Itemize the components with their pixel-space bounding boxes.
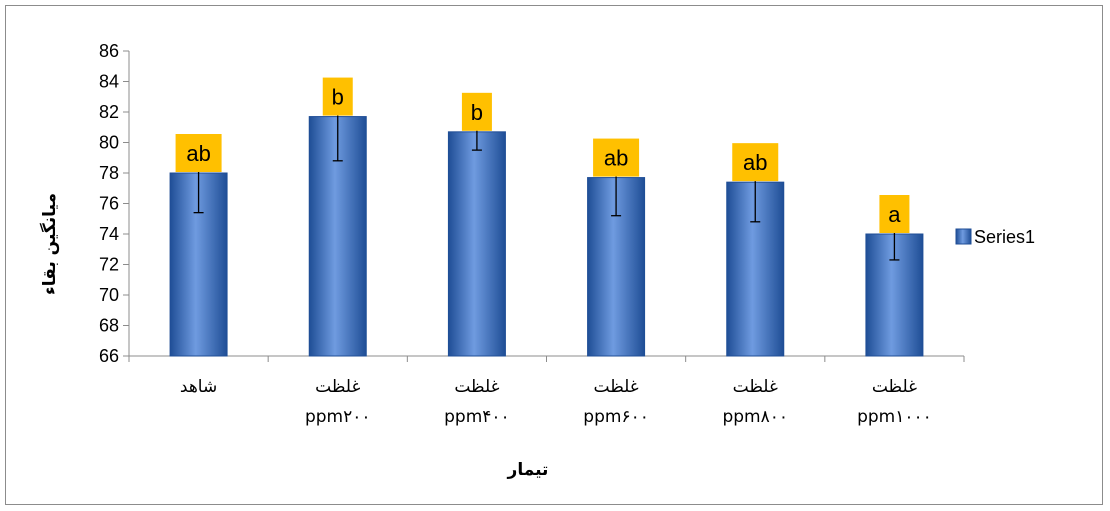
- y-tick-label: 66: [99, 346, 119, 366]
- x-tick-label: ppm۶۰۰: [583, 407, 649, 427]
- legend-swatch: [955, 228, 972, 245]
- significance-label-box: [593, 138, 640, 177]
- significance-label-box: [322, 77, 353, 116]
- x-tick-label: ppm۴۰۰: [444, 407, 510, 427]
- x-tick-label: غلظت: [315, 377, 360, 397]
- significance-label: ab: [604, 146, 628, 171]
- y-tick-label: 70: [99, 285, 119, 305]
- chart-frame: 66 68 70 72 74 76 78 80 82 84 86 ab شاهد b غلظت ppm۲۰۰ b…: [5, 5, 1103, 505]
- significance-label: b: [332, 85, 344, 110]
- x-axis-title: تیمار: [507, 460, 549, 480]
- y-tick-label: 76: [99, 194, 119, 214]
- y-axis-title: میانگین بقاء: [39, 193, 60, 295]
- y-tick-label: 84: [99, 72, 119, 92]
- x-tick-label: ppm۲۰۰: [305, 407, 371, 427]
- significance-label-box: [461, 92, 492, 131]
- x-tick-label: شاهد: [180, 377, 217, 397]
- y-tick-label: 78: [99, 163, 119, 183]
- y-tick-label: 80: [99, 133, 119, 153]
- bar: [447, 131, 506, 357]
- y-tick-label: 72: [99, 255, 119, 275]
- legend-label: Series1: [974, 227, 1035, 247]
- significance-label: a: [888, 202, 901, 227]
- y-tick-label: 82: [99, 102, 119, 122]
- x-tick-label: غلظت: [454, 377, 499, 397]
- bar-chart: 66 68 70 72 74 76 78 80 82 84 86 ab شاهد b غلظت ppm۲۰۰ b…: [39, 41, 1035, 480]
- x-tick-label: غلظت: [872, 377, 917, 397]
- significance-label-box: [175, 134, 222, 172]
- y-tick-label: 74: [99, 224, 119, 244]
- significance-label-box: [732, 143, 779, 182]
- significance-label: ab: [186, 141, 210, 166]
- significance-label-box: [879, 195, 910, 233]
- legend: Series1: [955, 227, 1035, 247]
- significance-label: ab: [743, 150, 767, 175]
- x-tick-label: غلظت: [594, 377, 639, 397]
- y-tick-label: 68: [99, 316, 119, 336]
- y-tick-label: 86: [99, 41, 119, 61]
- significance-label: b: [471, 100, 483, 125]
- x-tick-label: غلظت: [733, 377, 778, 397]
- x-tick-label: ppm۱۰۰۰: [857, 407, 932, 427]
- x-tick-label: ppm۸۰۰: [722, 407, 788, 427]
- plot-area: 66 68 70 72 74 76 78 80 82 84 86 ab شاهد b غلظت ppm۲۰۰ b…: [99, 41, 965, 427]
